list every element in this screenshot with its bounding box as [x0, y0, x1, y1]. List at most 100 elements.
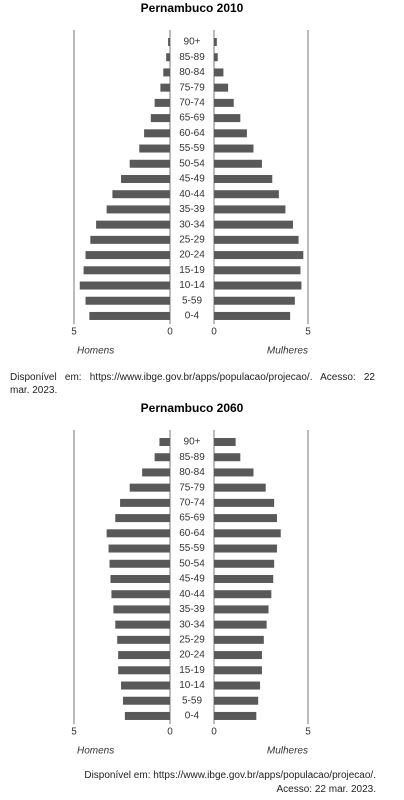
x-tick-label: 0 [211, 727, 217, 738]
category-label: 5-59 [182, 695, 202, 706]
category-label: 70-74 [179, 498, 205, 509]
bar [214, 574, 274, 583]
bar [117, 635, 170, 644]
bar [120, 498, 170, 507]
bar [113, 605, 170, 614]
bar [110, 574, 170, 583]
category-label: 40-44 [179, 189, 205, 200]
bar [214, 311, 291, 320]
category-label: 65-69 [179, 113, 205, 124]
source-note: mar. 2023. [10, 385, 58, 396]
bar [166, 53, 170, 62]
bar [89, 311, 170, 320]
x-tick-label: 0 [211, 327, 217, 338]
bar [214, 98, 234, 107]
bar [159, 438, 170, 446]
bar [214, 190, 279, 199]
bar [214, 620, 267, 629]
bar [214, 251, 304, 260]
bar [214, 129, 247, 138]
bar [106, 205, 170, 214]
category-label: 35-39 [179, 604, 205, 615]
category-label: 45-49 [179, 174, 205, 185]
bar [79, 281, 170, 290]
bar [214, 114, 241, 123]
category-label: 25-29 [179, 635, 205, 646]
bar [96, 220, 170, 229]
bar [214, 559, 275, 568]
bar [214, 266, 301, 275]
bar [214, 605, 269, 614]
bar [214, 468, 254, 477]
category-label: 75-79 [179, 482, 205, 493]
bar [214, 529, 281, 538]
bar [111, 590, 170, 599]
category-label: 85-89 [179, 52, 205, 63]
category-label: 35-39 [179, 204, 205, 215]
category-label: 85-89 [179, 452, 205, 463]
category-label: 45-49 [179, 574, 205, 585]
category-label: 0-4 [185, 311, 200, 322]
bar [150, 114, 170, 123]
bar [214, 483, 266, 492]
x-tick-label: 5 [305, 327, 311, 338]
category-label: 80-84 [179, 467, 205, 478]
bar [214, 514, 277, 523]
category-label: 60-64 [179, 528, 205, 539]
bar [142, 468, 170, 477]
x-tick-label: 5 [71, 727, 77, 738]
bar [118, 666, 170, 675]
category-label: 10-14 [179, 280, 205, 291]
category-label: 30-34 [179, 219, 205, 230]
bar [163, 68, 170, 77]
chart-title: Pernambuco 2060 [141, 401, 244, 415]
source-note: Acesso: 22 mar. 2023. [276, 784, 376, 795]
bar [108, 544, 170, 553]
bar [168, 38, 170, 46]
legend-label: Homens [77, 346, 114, 357]
bar [214, 590, 272, 599]
bar [85, 296, 170, 305]
category-label: 65-69 [179, 513, 205, 524]
category-label: 30-34 [179, 619, 205, 630]
bar [214, 83, 229, 92]
category-label: 25-29 [179, 235, 205, 246]
category-label: 90+ [184, 37, 201, 48]
category-label: 60-64 [179, 128, 205, 139]
bar [214, 235, 299, 244]
category-label: 70-74 [179, 98, 205, 109]
category-label: 10-14 [179, 680, 205, 691]
bar [214, 438, 236, 446]
bar [106, 529, 170, 538]
category-label: 55-59 [179, 143, 205, 154]
category-label: 90+ [184, 437, 201, 448]
bar [214, 144, 254, 153]
bar [214, 635, 264, 644]
bar [154, 98, 170, 107]
legend-label: Mulheres [267, 746, 308, 757]
bar [83, 266, 170, 275]
bar [214, 174, 273, 183]
bar [139, 144, 170, 153]
bar [129, 159, 170, 168]
category-label: 0-4 [185, 711, 200, 722]
category-label: 20-24 [179, 250, 205, 261]
bar [214, 651, 262, 660]
bar [214, 296, 295, 305]
legend-label: Mulheres [267, 346, 308, 357]
bar [214, 281, 302, 290]
bar [112, 190, 170, 199]
bar [122, 696, 170, 705]
bar [214, 498, 275, 507]
bar [214, 68, 224, 77]
bar [214, 544, 277, 553]
category-label: 75-79 [179, 82, 205, 93]
bar [85, 251, 170, 260]
bar [214, 696, 259, 705]
bar [214, 711, 257, 720]
bar [214, 38, 217, 46]
category-label: 5-59 [182, 295, 202, 306]
category-label: 20-24 [179, 650, 205, 661]
